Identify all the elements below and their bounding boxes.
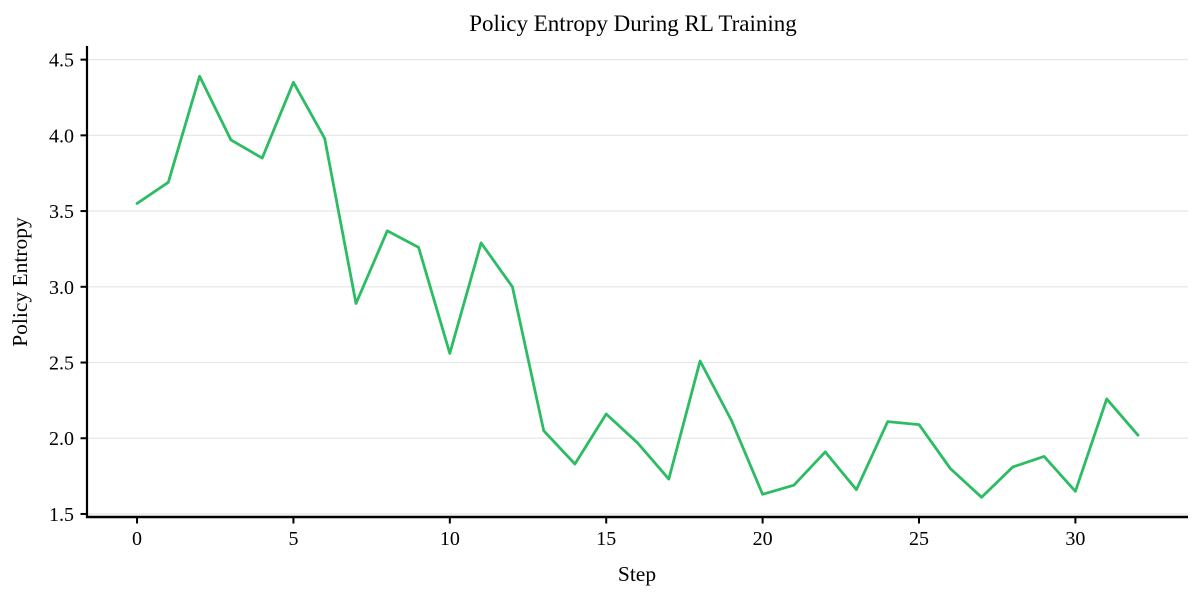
y-axis-ticks: 1.5 2.0 2.5 3.0 3.5 4.0 4.5: [49, 50, 87, 526]
x-tick-label: 30: [1065, 528, 1085, 550]
x-axis-label: Step: [618, 562, 656, 586]
y-tick-label: 1.5: [49, 504, 74, 526]
x-tick-label: 10: [440, 528, 460, 550]
y-tick-label: 4.0: [49, 125, 74, 147]
chart-title: Policy Entropy During RL Training: [469, 11, 797, 36]
y-tick-label: 3.5: [49, 201, 74, 223]
y-tick-label: 3.0: [49, 277, 74, 299]
x-tick-label: 25: [909, 528, 929, 550]
gridlines: [87, 58, 1188, 515]
x-tick-label: 20: [753, 528, 773, 550]
y-tick-label: 4.5: [49, 50, 74, 72]
x-tick-label: 15: [596, 528, 616, 550]
y-tick-label: 2.0: [49, 428, 74, 450]
entropy-line-series: [135, 74, 1140, 499]
y-axis-label: Policy Entropy: [8, 217, 32, 347]
x-tick-label: 5: [288, 528, 298, 550]
y-tick-label: 2.5: [49, 353, 74, 375]
x-axis-ticks: 0 5 10 15 20 25 30: [132, 517, 1085, 550]
x-tick-label: 0: [132, 528, 142, 550]
entropy-line: [135, 74, 1140, 499]
